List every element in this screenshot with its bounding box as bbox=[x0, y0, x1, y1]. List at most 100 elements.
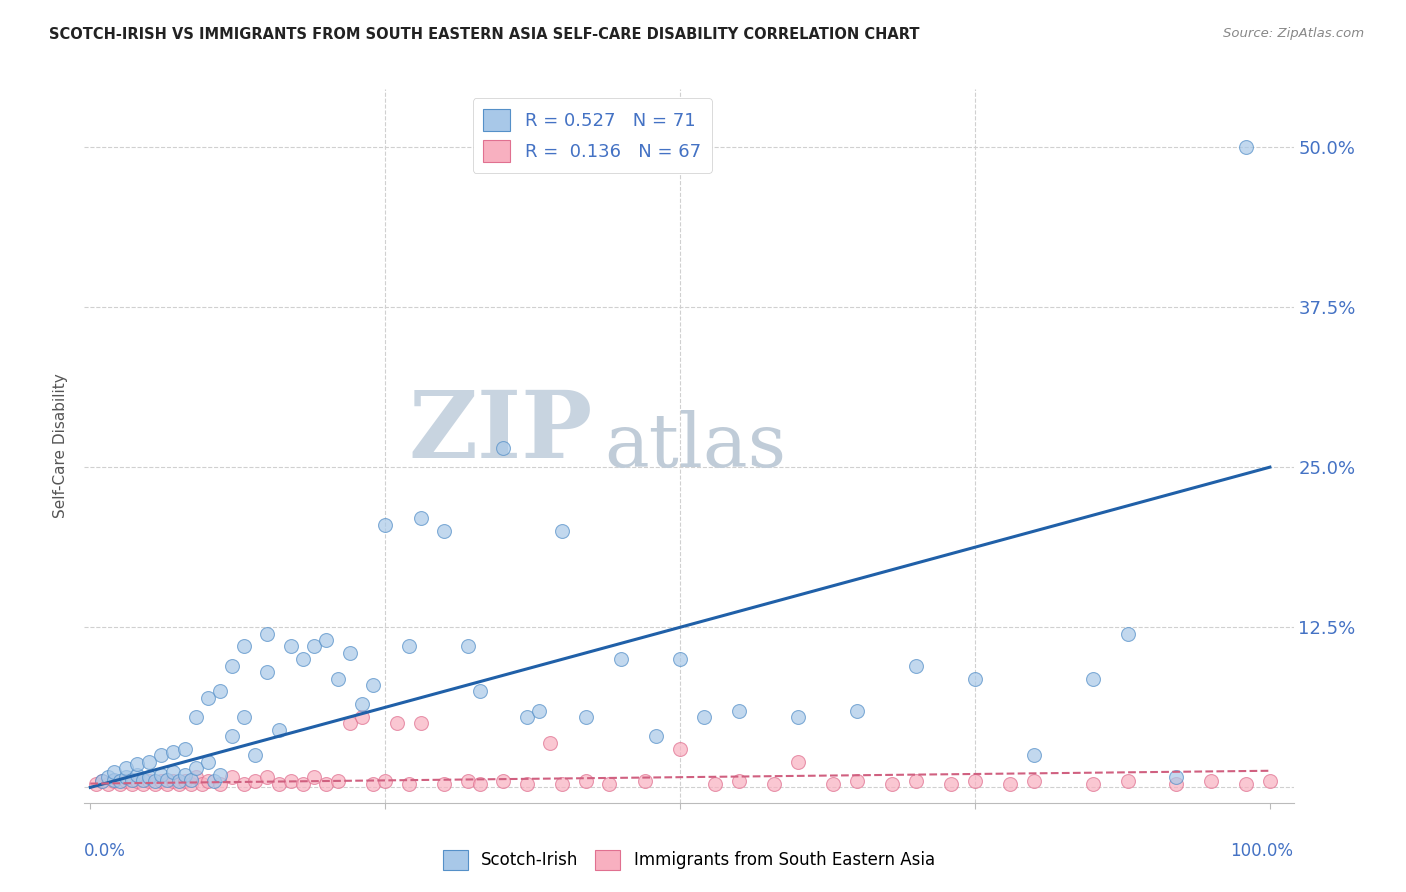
Point bbox=[232, 776, 254, 790]
Point bbox=[291, 776, 314, 790]
Point bbox=[1164, 770, 1187, 784]
Point bbox=[598, 776, 620, 790]
Point bbox=[121, 772, 143, 787]
Point bbox=[905, 774, 928, 789]
Point bbox=[468, 684, 491, 698]
Point bbox=[221, 770, 243, 784]
Point bbox=[728, 704, 751, 718]
Point bbox=[280, 774, 302, 789]
Point bbox=[787, 755, 810, 769]
Point bbox=[232, 710, 254, 724]
Point bbox=[132, 776, 155, 790]
Point bbox=[963, 672, 986, 686]
Point bbox=[339, 716, 361, 731]
Point bbox=[197, 774, 219, 789]
Point bbox=[180, 776, 202, 790]
Point bbox=[339, 646, 361, 660]
Point bbox=[132, 772, 155, 787]
Point bbox=[763, 776, 786, 790]
Point bbox=[315, 633, 337, 648]
Point bbox=[245, 774, 267, 789]
Point bbox=[941, 776, 963, 790]
Point bbox=[280, 640, 302, 654]
Point bbox=[245, 748, 267, 763]
Point bbox=[186, 770, 208, 784]
Point bbox=[138, 755, 160, 769]
Point bbox=[143, 774, 166, 789]
Point bbox=[186, 761, 208, 775]
Point bbox=[1199, 774, 1222, 789]
Y-axis label: Self-Care Disability: Self-Care Disability bbox=[53, 374, 69, 518]
Point bbox=[846, 704, 869, 718]
Point bbox=[704, 776, 727, 790]
Point bbox=[143, 776, 166, 790]
Point bbox=[114, 774, 136, 789]
Point bbox=[468, 776, 491, 790]
Point bbox=[398, 640, 420, 654]
Point bbox=[267, 723, 290, 737]
Point bbox=[162, 774, 184, 789]
Point bbox=[326, 672, 349, 686]
Point bbox=[363, 678, 385, 692]
Point bbox=[156, 772, 179, 787]
Point bbox=[173, 767, 195, 781]
Point bbox=[103, 772, 125, 787]
Point bbox=[326, 774, 349, 789]
Point bbox=[191, 776, 214, 790]
Point bbox=[114, 770, 136, 784]
Legend: R = 0.527   N = 71, R =  0.136   N = 67: R = 0.527 N = 71, R = 0.136 N = 67 bbox=[472, 98, 711, 173]
Point bbox=[433, 524, 456, 539]
Point bbox=[846, 774, 869, 789]
Point bbox=[208, 684, 231, 698]
Point bbox=[121, 776, 143, 790]
Point bbox=[374, 517, 396, 532]
Point bbox=[167, 776, 190, 790]
Point bbox=[963, 774, 986, 789]
Point bbox=[127, 767, 149, 781]
Point bbox=[457, 774, 479, 789]
Point bbox=[645, 729, 668, 743]
Point bbox=[208, 767, 231, 781]
Point bbox=[409, 716, 432, 731]
Point bbox=[150, 767, 173, 781]
Point bbox=[304, 640, 326, 654]
Point bbox=[108, 774, 131, 789]
Point bbox=[197, 690, 219, 705]
Point bbox=[1234, 140, 1257, 154]
Point bbox=[162, 765, 184, 780]
Text: Source: ZipAtlas.com: Source: ZipAtlas.com bbox=[1223, 27, 1364, 40]
Point bbox=[202, 774, 225, 789]
Point bbox=[232, 640, 254, 654]
Point bbox=[350, 697, 373, 711]
Point bbox=[409, 511, 432, 525]
Point bbox=[516, 710, 538, 724]
Point bbox=[304, 770, 326, 784]
Point bbox=[103, 765, 125, 780]
Point bbox=[156, 776, 179, 790]
Point bbox=[162, 745, 184, 759]
Point bbox=[692, 710, 714, 724]
Point bbox=[363, 776, 385, 790]
Point bbox=[1081, 672, 1104, 686]
Text: ZIP: ZIP bbox=[408, 387, 592, 476]
Point bbox=[127, 757, 149, 772]
Point bbox=[97, 776, 120, 790]
Point bbox=[350, 710, 373, 724]
Point bbox=[905, 658, 928, 673]
Point bbox=[728, 774, 751, 789]
Point bbox=[1118, 626, 1140, 640]
Point bbox=[97, 770, 120, 784]
Point bbox=[527, 704, 550, 718]
Point bbox=[138, 774, 160, 789]
Point bbox=[256, 626, 278, 640]
Point bbox=[669, 742, 692, 756]
Point bbox=[150, 748, 173, 763]
Point bbox=[516, 776, 538, 790]
Point bbox=[551, 524, 574, 539]
Point bbox=[221, 658, 243, 673]
Point bbox=[180, 772, 202, 787]
Point bbox=[1081, 776, 1104, 790]
Text: atlas: atlas bbox=[605, 409, 786, 483]
Point bbox=[398, 776, 420, 790]
Point bbox=[1022, 774, 1045, 789]
